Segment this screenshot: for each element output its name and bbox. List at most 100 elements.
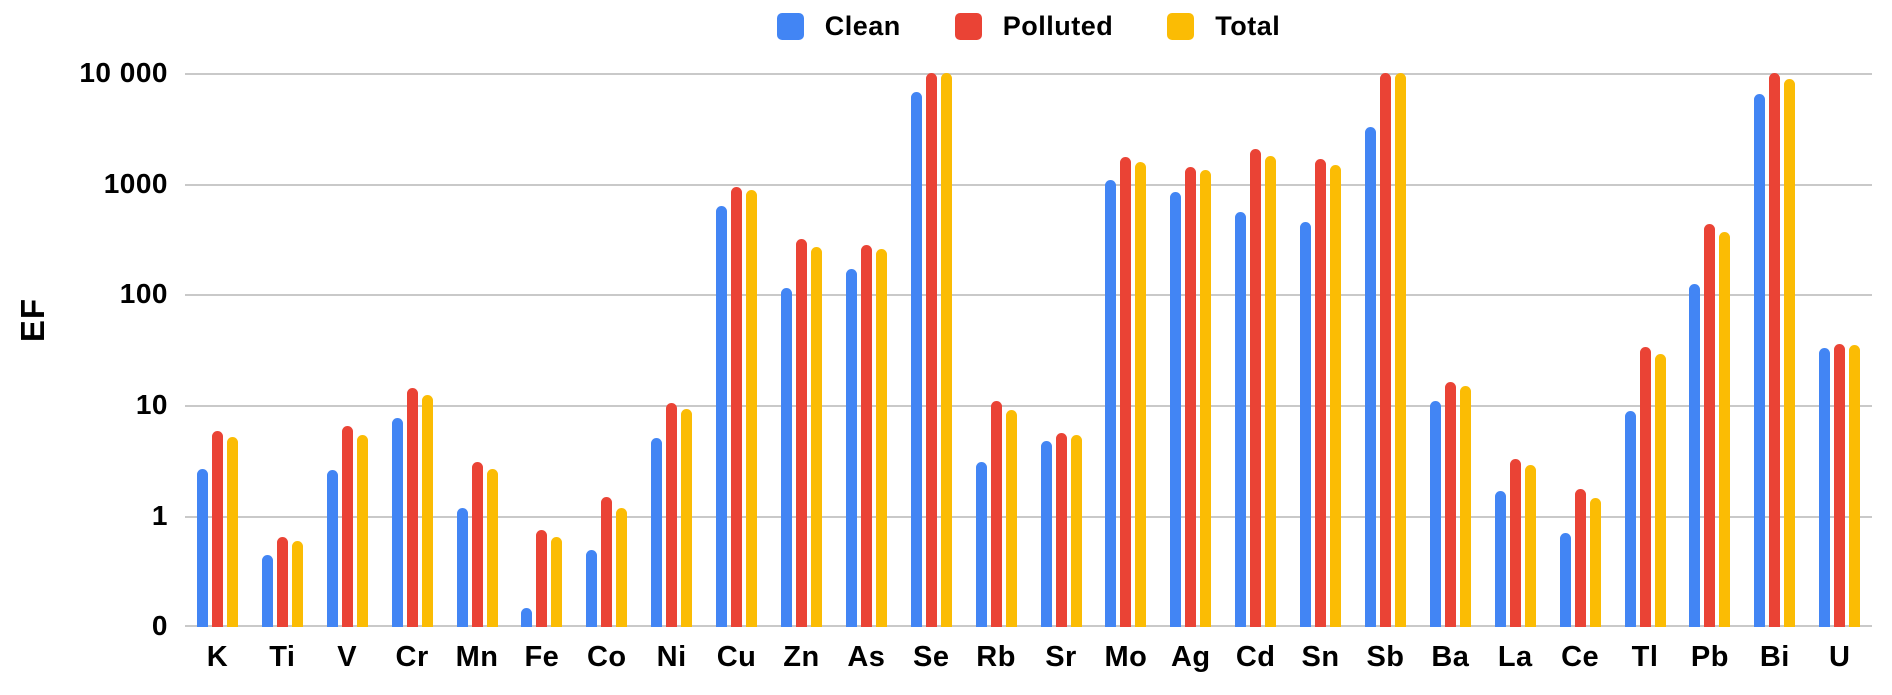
bar-Cu-polluted[interactable] [731, 186, 743, 627]
bar-Se-polluted[interactable] [925, 73, 937, 627]
bar-Sn-polluted[interactable] [1315, 158, 1327, 627]
bar-V-total[interactable] [356, 435, 368, 627]
bar-V-polluted[interactable] [341, 426, 353, 627]
bar-La-polluted[interactable] [1509, 458, 1521, 627]
bar-Mn-total[interactable] [486, 468, 498, 627]
x-label-As: As [847, 641, 886, 673]
bar-K-total[interactable] [226, 437, 238, 627]
bar-Cr-total[interactable] [421, 394, 433, 627]
bar-Sr-total[interactable] [1070, 435, 1082, 627]
bar-V-clean[interactable] [326, 470, 338, 627]
x-label-Mn: Mn [455, 641, 499, 673]
bar-Zn-clean[interactable] [780, 288, 792, 627]
bar-As-polluted[interactable] [860, 245, 872, 627]
bar-Tl-polluted[interactable] [1639, 346, 1651, 627]
bar-group-Ag [1158, 73, 1223, 627]
bar-Mo-clean[interactable] [1105, 179, 1117, 627]
legend-label: Clean [824, 10, 901, 41]
bar-Ba-total[interactable] [1459, 386, 1471, 627]
bar-Cu-clean[interactable] [716, 206, 728, 627]
x-label-Cd: Cd [1235, 641, 1276, 673]
bar-group-Ce [1548, 73, 1613, 627]
x-label-Ti: Ti [269, 641, 296, 673]
legend-item-clean[interactable]: Clean [776, 10, 901, 42]
bar-Mn-polluted[interactable] [471, 461, 483, 627]
x-label-Cr: Cr [395, 641, 429, 673]
bar-Ti-total[interactable] [291, 540, 303, 627]
bar-La-clean[interactable] [1494, 490, 1506, 627]
bar-Ag-clean[interactable] [1170, 192, 1182, 627]
bar-Ce-clean[interactable] [1559, 533, 1571, 627]
bar-Sr-clean[interactable] [1040, 440, 1052, 627]
bar-group-Zn [769, 73, 834, 627]
bar-U-total[interactable] [1849, 345, 1861, 627]
bar-Se-total[interactable] [940, 73, 952, 627]
y-tick-10000: 10 000 [79, 57, 168, 88]
bar-U-polluted[interactable] [1834, 344, 1846, 627]
bar-Cr-clean[interactable] [391, 417, 403, 627]
bar-As-total[interactable] [875, 249, 887, 627]
bar-U-clean[interactable] [1819, 348, 1831, 627]
bar-Mo-total[interactable] [1135, 161, 1147, 627]
bar-Sr-polluted[interactable] [1055, 432, 1067, 627]
bar-Rb-total[interactable] [1005, 409, 1017, 627]
bar-Bi-clean[interactable] [1754, 93, 1766, 627]
bar-Ti-clean[interactable] [261, 554, 273, 627]
bar-Fe-clean[interactable] [521, 607, 533, 627]
bar-group-As [834, 73, 899, 627]
bar-group-Sr [1029, 73, 1094, 627]
bar-K-polluted[interactable] [211, 431, 223, 627]
legend-item-total[interactable]: Total [1167, 11, 1280, 42]
bar-Mn-clean[interactable] [456, 507, 468, 627]
bar-Mo-polluted[interactable] [1120, 157, 1132, 627]
bar-Rb-clean[interactable] [975, 461, 987, 627]
bar-Ba-clean[interactable] [1429, 401, 1441, 627]
bar-Rb-polluted[interactable] [990, 401, 1002, 627]
bar-Ni-total[interactable] [681, 409, 693, 627]
bar-Cd-clean[interactable] [1235, 212, 1247, 627]
bar-Ni-clean[interactable] [651, 438, 663, 627]
bar-Cd-total[interactable] [1265, 155, 1277, 627]
bar-Tl-clean[interactable] [1624, 410, 1636, 627]
bar-Pb-polluted[interactable] [1704, 223, 1716, 627]
bar-Ag-polluted[interactable] [1185, 167, 1197, 627]
legend-item-polluted[interactable]: Polluted [954, 11, 1114, 42]
bar-Cd-polluted[interactable] [1250, 148, 1262, 627]
bar-group-Cu [704, 73, 769, 627]
bar-Cr-polluted[interactable] [406, 387, 418, 627]
bar-Tl-total[interactable] [1654, 354, 1666, 627]
bar-Zn-total[interactable] [810, 247, 822, 627]
bar-Co-polluted[interactable] [601, 496, 613, 627]
bar-Bi-total[interactable] [1784, 78, 1796, 627]
bar-Sn-clean[interactable] [1300, 221, 1312, 627]
bar-La-total[interactable] [1524, 465, 1536, 627]
bar-Ba-polluted[interactable] [1444, 381, 1456, 627]
x-label-Ba: Ba [1431, 641, 1470, 673]
bar-Bi-polluted[interactable] [1769, 73, 1781, 627]
bar-Sb-polluted[interactable] [1379, 73, 1391, 627]
bar-Se-clean[interactable] [910, 92, 922, 627]
bar-K-clean[interactable] [196, 468, 208, 627]
bar-Zn-polluted[interactable] [795, 239, 807, 627]
bar-Pb-clean[interactable] [1689, 283, 1701, 627]
y-tick-10: 10 [135, 389, 168, 421]
bar-Fe-total[interactable] [551, 537, 563, 627]
bar-Fe-polluted[interactable] [536, 530, 548, 627]
bar-Ag-total[interactable] [1200, 170, 1212, 627]
bar-As-clean[interactable] [845, 269, 857, 627]
bar-Ce-polluted[interactable] [1574, 489, 1586, 627]
bar-Ti-polluted[interactable] [276, 537, 288, 627]
bar-Ni-polluted[interactable] [666, 403, 678, 627]
x-label-Tl: Tl [1631, 641, 1659, 673]
x-label-Co: Co [586, 641, 627, 673]
bar-Co-total[interactable] [616, 507, 628, 627]
bar-Sb-total[interactable] [1394, 73, 1406, 627]
bar-Co-clean[interactable] [586, 549, 598, 627]
bar-Sb-clean[interactable] [1364, 126, 1376, 627]
bar-Pb-total[interactable] [1719, 232, 1731, 627]
x-label-Sn: Sn [1301, 641, 1340, 673]
bar-Ce-total[interactable] [1589, 498, 1601, 627]
legend: Clean Polluted Total [185, 8, 1872, 44]
bar-Cu-total[interactable] [746, 190, 758, 627]
bar-Sn-total[interactable] [1330, 165, 1342, 627]
